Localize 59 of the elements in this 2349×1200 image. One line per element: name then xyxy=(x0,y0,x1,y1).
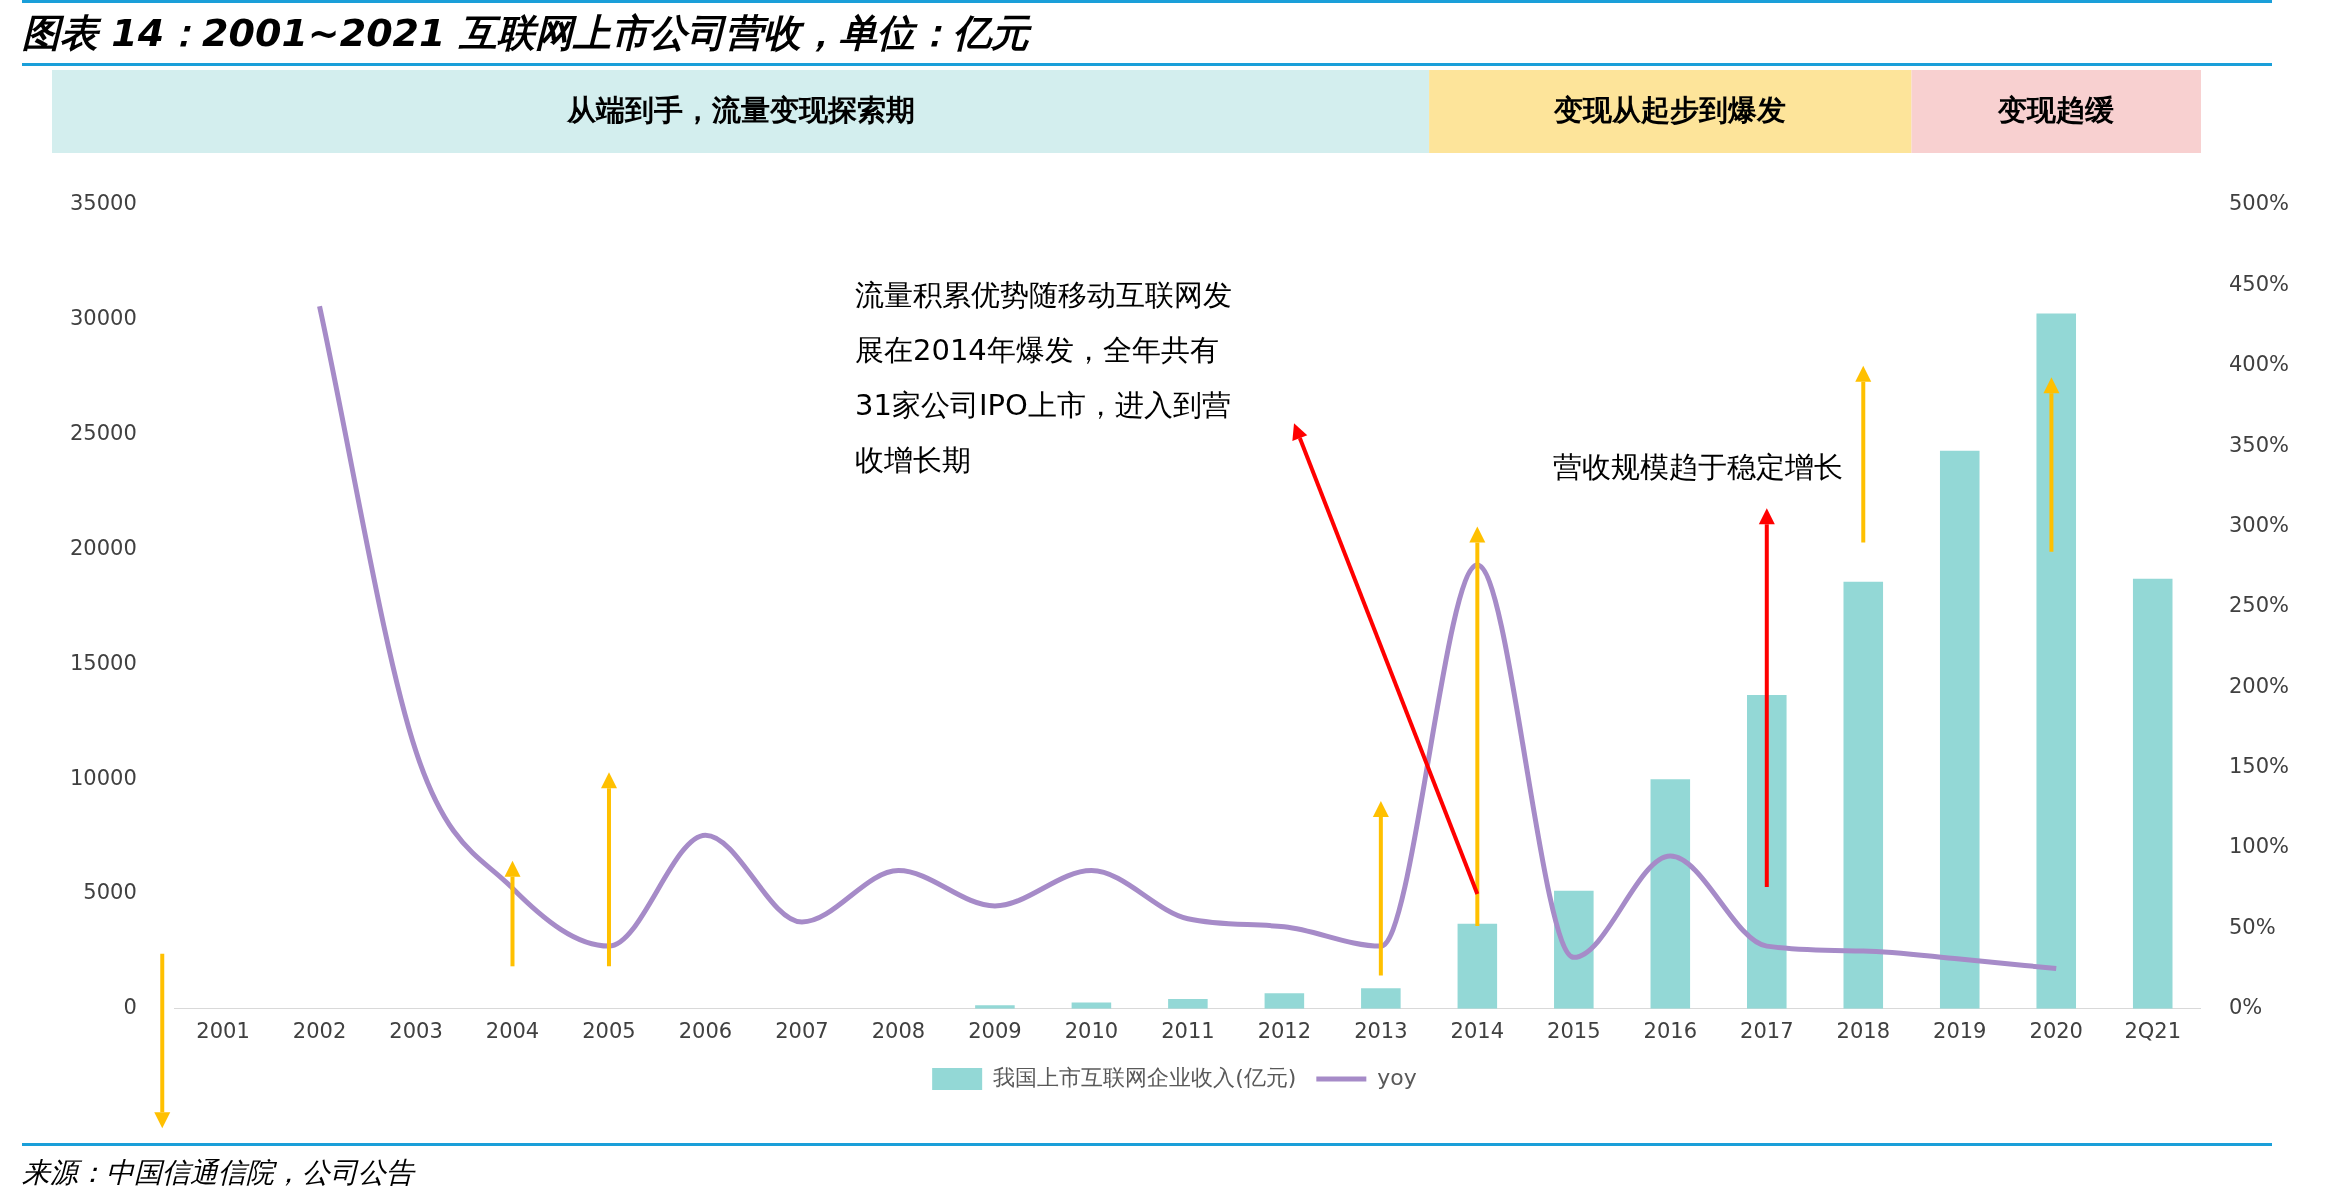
x-tick-label: 2003 xyxy=(389,1018,443,1043)
x-tick-label: 2009 xyxy=(968,1018,1022,1043)
chart-title: 图表 14：2001~2021 互联网上市公司营收，单位：亿元 xyxy=(22,0,2272,66)
y2-tick-label: 50% xyxy=(2228,914,2276,939)
text: 变现趋缓 xyxy=(1997,92,2115,127)
bar xyxy=(1650,779,1691,1009)
bar xyxy=(1457,923,1498,1009)
y-tick-label: 5000 xyxy=(83,880,137,905)
annotation: 流量积累优势随移动互联网发展在2014年爆发，全年共有31家公司IPO上市，进入到营收增长期 xyxy=(855,277,1233,479)
x-tick-label: 2Q21 xyxy=(2124,1018,2182,1043)
bar xyxy=(2036,313,2077,1009)
x-tick-label: 2006 xyxy=(678,1018,733,1043)
y2-tick-label: 400% xyxy=(2228,352,2290,377)
x-tick-label: 2015 xyxy=(1547,1018,1601,1043)
y2-tick-label: 500% xyxy=(2228,191,2290,216)
x-tick-label: 2008 xyxy=(871,1018,926,1043)
bar xyxy=(1361,988,1401,1009)
y2-tick-label: 200% xyxy=(2228,673,2290,698)
x-tick-label: 2002 xyxy=(292,1018,347,1043)
y-tick-label: 0 xyxy=(123,995,137,1020)
x-tick-label: 2020 xyxy=(2029,1018,2083,1043)
y2-tick-label: 450% xyxy=(2228,271,2290,296)
source-note: 来源：中国信通信院，公司公告 xyxy=(22,1143,2272,1192)
x-tick-label: 2016 xyxy=(1643,1018,1698,1043)
legend-label: yoy xyxy=(1377,1064,1417,1090)
x-tick-label: 2010 xyxy=(1064,1018,1119,1043)
x-tick-label: 2004 xyxy=(485,1018,540,1043)
y2-tick-label: 0% xyxy=(2228,995,2263,1020)
y2-tick-label: 300% xyxy=(2228,512,2290,537)
x-tick-label: 2019 xyxy=(1933,1018,1987,1043)
bar xyxy=(2132,578,2173,1009)
y2-tick-label: 150% xyxy=(2228,754,2290,779)
bar xyxy=(1939,450,1980,1009)
y-tick-label: 10000 xyxy=(69,765,137,790)
y-tick-label: 20000 xyxy=(69,535,137,560)
y-tick-label: 15000 xyxy=(69,650,137,675)
x-tick-label: 2017 xyxy=(1740,1018,1794,1043)
text: 从端到手，流量变现探索期 xyxy=(565,92,915,127)
x-tick-label: 2014 xyxy=(1450,1018,1505,1043)
bar xyxy=(1168,998,1208,1009)
bar xyxy=(1554,890,1594,1009)
y-tick-label: 30000 xyxy=(69,306,137,331)
y2-tick-label: 100% xyxy=(2228,834,2290,859)
y-tick-label: 35000 xyxy=(69,191,137,216)
bar xyxy=(1843,581,1884,1009)
x-tick-label: 2018 xyxy=(1836,1018,1890,1043)
text: 变现从起步到爆发 xyxy=(1553,92,1787,127)
bar xyxy=(1264,993,1305,1009)
y-tick-label: 25000 xyxy=(69,421,137,446)
x-tick-label: 2013 xyxy=(1354,1018,1408,1043)
x-tick-label: 2011 xyxy=(1161,1018,1215,1043)
x-tick-label: 2005 xyxy=(582,1018,636,1043)
x-tick-label: 2007 xyxy=(775,1018,829,1043)
x-tick-label: 2001 xyxy=(196,1018,250,1043)
annotation: 营收规模趋于稳定增长 xyxy=(1553,449,1843,486)
y2-tick-label: 350% xyxy=(2228,432,2290,457)
legend-label: 我国上市互联网企业收入(亿元) xyxy=(993,1064,1297,1090)
x-tick-label: 2012 xyxy=(1257,1018,1312,1043)
y2-tick-label: 250% xyxy=(2228,593,2290,618)
